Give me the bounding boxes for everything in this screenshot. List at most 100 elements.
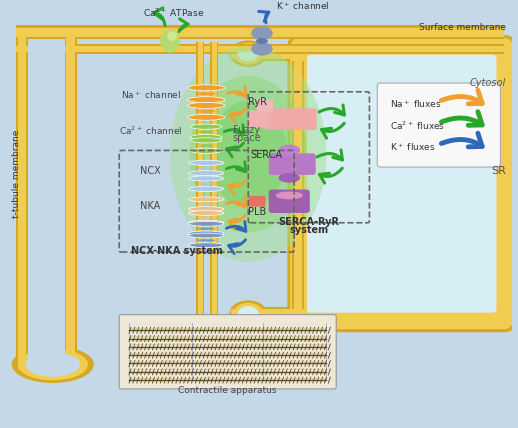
Ellipse shape bbox=[233, 303, 264, 324]
Bar bbox=[210, 42, 218, 374]
Text: NKA: NKA bbox=[140, 201, 161, 211]
Ellipse shape bbox=[251, 42, 272, 56]
Ellipse shape bbox=[189, 211, 224, 215]
Bar bbox=[231, 47, 301, 60]
Bar bbox=[212, 42, 217, 374]
Ellipse shape bbox=[276, 191, 303, 199]
Ellipse shape bbox=[209, 101, 287, 208]
Ellipse shape bbox=[160, 29, 180, 53]
Ellipse shape bbox=[238, 46, 259, 61]
Ellipse shape bbox=[229, 40, 267, 67]
Text: Na$^+$ fluxes: Na$^+$ fluxes bbox=[390, 98, 442, 110]
Text: RyR: RyR bbox=[248, 98, 267, 107]
Bar bbox=[196, 42, 204, 374]
Ellipse shape bbox=[189, 207, 224, 211]
Ellipse shape bbox=[197, 110, 215, 113]
Text: Contractile apparatus: Contractile apparatus bbox=[179, 386, 277, 395]
Ellipse shape bbox=[18, 349, 88, 380]
Ellipse shape bbox=[256, 38, 268, 44]
Bar bbox=[292, 60, 304, 309]
Ellipse shape bbox=[198, 144, 214, 147]
Ellipse shape bbox=[189, 231, 224, 236]
FancyBboxPatch shape bbox=[287, 35, 516, 332]
Ellipse shape bbox=[197, 239, 215, 241]
Bar bbox=[231, 49, 301, 59]
Ellipse shape bbox=[191, 134, 222, 140]
Ellipse shape bbox=[189, 220, 224, 225]
Ellipse shape bbox=[191, 138, 222, 143]
Bar bbox=[18, 37, 26, 369]
Ellipse shape bbox=[191, 124, 222, 129]
FancyBboxPatch shape bbox=[256, 99, 273, 112]
Bar bbox=[294, 60, 302, 309]
Ellipse shape bbox=[279, 173, 300, 183]
Text: PLB: PLB bbox=[248, 207, 266, 217]
Text: K$^+$ fluxes: K$^+$ fluxes bbox=[390, 142, 435, 153]
Text: SR: SR bbox=[492, 166, 506, 176]
Ellipse shape bbox=[197, 92, 215, 95]
FancyBboxPatch shape bbox=[377, 83, 500, 167]
FancyBboxPatch shape bbox=[307, 55, 496, 313]
Ellipse shape bbox=[197, 227, 215, 230]
Text: Cytosol: Cytosol bbox=[470, 78, 506, 88]
Ellipse shape bbox=[189, 171, 224, 176]
Text: space: space bbox=[232, 133, 261, 143]
FancyBboxPatch shape bbox=[269, 153, 315, 175]
Bar bbox=[28, 39, 65, 365]
Ellipse shape bbox=[251, 26, 272, 40]
Bar bbox=[231, 307, 301, 321]
Bar bbox=[16, 28, 505, 37]
Ellipse shape bbox=[12, 346, 94, 383]
Ellipse shape bbox=[189, 243, 224, 247]
Ellipse shape bbox=[188, 85, 225, 91]
Ellipse shape bbox=[189, 233, 224, 238]
Ellipse shape bbox=[190, 76, 307, 232]
Bar bbox=[198, 42, 203, 374]
FancyBboxPatch shape bbox=[248, 110, 272, 128]
Ellipse shape bbox=[198, 131, 214, 133]
Ellipse shape bbox=[167, 31, 177, 41]
Ellipse shape bbox=[189, 197, 224, 202]
Text: K$^+$ channel: K$^+$ channel bbox=[276, 0, 329, 12]
FancyBboxPatch shape bbox=[269, 190, 310, 213]
Ellipse shape bbox=[170, 47, 326, 262]
Ellipse shape bbox=[197, 203, 215, 205]
Ellipse shape bbox=[188, 114, 225, 120]
Ellipse shape bbox=[238, 306, 259, 321]
Text: SERCA: SERCA bbox=[250, 150, 282, 160]
Ellipse shape bbox=[189, 176, 224, 181]
Text: system: system bbox=[289, 225, 328, 235]
FancyBboxPatch shape bbox=[249, 196, 265, 207]
Ellipse shape bbox=[188, 97, 225, 103]
Text: Ca$^{2+}$ ATPase: Ca$^{2+}$ ATPase bbox=[142, 6, 204, 18]
FancyBboxPatch shape bbox=[119, 315, 336, 389]
Ellipse shape bbox=[229, 300, 267, 327]
Ellipse shape bbox=[191, 148, 222, 153]
Bar bbox=[231, 309, 301, 318]
Bar bbox=[66, 37, 75, 369]
Text: Fuzzy: Fuzzy bbox=[233, 125, 260, 135]
Text: t-tubule membrane: t-tubule membrane bbox=[12, 130, 21, 218]
Ellipse shape bbox=[197, 217, 215, 219]
Text: Ca$^{2+}$ channel: Ca$^{2+}$ channel bbox=[119, 125, 182, 137]
Ellipse shape bbox=[189, 221, 224, 226]
Bar bbox=[65, 37, 77, 369]
Text: Surface membrane: Surface membrane bbox=[419, 23, 506, 32]
Bar bbox=[16, 46, 505, 52]
Bar bbox=[16, 44, 505, 54]
Bar bbox=[16, 37, 28, 369]
Ellipse shape bbox=[197, 167, 215, 169]
Bar bbox=[16, 25, 505, 39]
FancyBboxPatch shape bbox=[264, 108, 316, 130]
Ellipse shape bbox=[197, 182, 215, 185]
Ellipse shape bbox=[189, 160, 224, 166]
Ellipse shape bbox=[279, 145, 300, 156]
Text: SERCA-RyR: SERCA-RyR bbox=[278, 217, 339, 227]
Ellipse shape bbox=[25, 352, 80, 377]
Text: NCX: NCX bbox=[140, 166, 161, 176]
Text: Na$^+$ channel: Na$^+$ channel bbox=[121, 89, 181, 101]
Ellipse shape bbox=[188, 102, 225, 108]
Ellipse shape bbox=[189, 186, 224, 191]
Text: NCX-NKA system: NCX-NKA system bbox=[131, 246, 223, 256]
Ellipse shape bbox=[233, 43, 264, 65]
